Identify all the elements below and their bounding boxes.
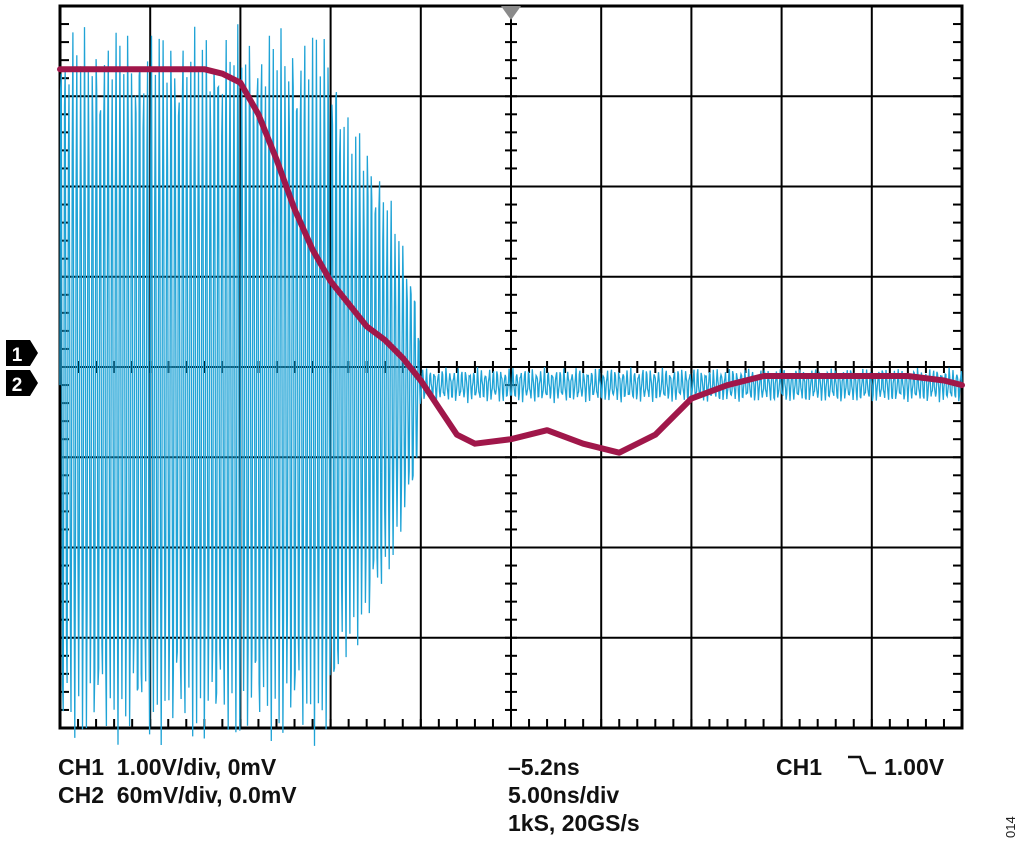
trigger-position-marker-icon xyxy=(501,6,521,20)
trigger-time: –5.2ns xyxy=(508,754,580,780)
channel-marker-2: 2 xyxy=(6,370,38,396)
channel-marker-2-label: 2 xyxy=(12,375,23,396)
traces xyxy=(57,24,965,746)
trigger-level: 1.00V xyxy=(884,754,945,780)
ch1-trace xyxy=(57,66,965,456)
channel-marker-1-label: 1 xyxy=(12,345,23,366)
trigger-channel: CH1 xyxy=(776,754,823,780)
falling-edge-trigger-icon xyxy=(848,755,876,775)
sample-rate: 1kS, 20GS/s xyxy=(508,810,640,836)
ch2-settings: CH2 60mV/div, 0.0mV xyxy=(58,782,297,808)
timebase: 5.00ns/div xyxy=(508,782,620,808)
figure-number: 014 xyxy=(1003,816,1018,838)
ch1-settings: CH1 1.00V/div, 0mV xyxy=(58,754,277,780)
channel-marker-1: 1 xyxy=(6,340,38,366)
